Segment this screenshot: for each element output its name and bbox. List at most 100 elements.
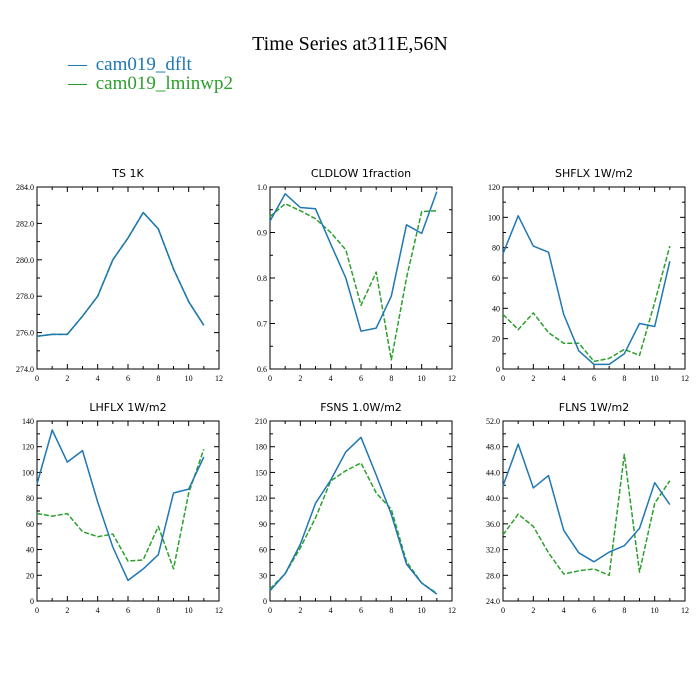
panel-title-shflx: SHFLX 1W/m2 [555,167,633,180]
y-tick-label-flns: 24.0 [486,597,500,606]
series-line-lminwp2-cldlow [269,203,437,361]
y-tick-label-cldlow: 0.7 [257,320,267,329]
series-line-dflt-flns [502,443,671,563]
x-tick-label-flns: 12 [681,606,689,615]
y-tick-label-lhflx: 120 [22,443,34,452]
x-tick-label-flns: 8 [622,606,626,615]
x-tick-label-flns: 10 [651,606,659,615]
x-tick-label-cldlow: 8 [389,374,393,383]
y-tick-label-ts: 282.0 [16,219,34,228]
panel-title-fsns: FSNS 1.0W/m2 [320,401,402,414]
x-tick-label-shflx: 6 [592,374,596,383]
x-tick-label-fsns: 12 [448,606,456,615]
y-tick-label-shflx: 40 [492,304,500,313]
y-tick-label-ts: 274.0 [16,365,34,374]
y-tick-label-fsns: 30 [259,571,267,580]
x-tick-label-shflx: 0 [501,374,505,383]
y-tick-label-shflx: 80 [492,244,500,253]
x-tick-label-lhflx: 2 [65,606,69,615]
x-tick-label-cldlow: 2 [298,374,302,383]
x-tick-label-cldlow: 6 [359,374,363,383]
legend: — cam019_dflt — cam019_lminwp2 [67,54,233,94]
series-line-dflt-fsns [269,436,438,595]
x-tick-label-cldlow: 10 [418,374,426,383]
y-tick-label-lhflx: 100 [22,468,34,477]
x-tick-label-ts: 2 [65,374,69,383]
y-tick-label-flns: 52.0 [486,417,500,426]
y-tick-label-shflx: 0 [496,365,500,374]
plot-frame-cldlow [269,186,453,370]
legend-entry-dflt: — cam019_dflt [67,54,193,75]
y-tick-label-flns: 28.0 [486,571,500,580]
y-tick-label-fsns: 120 [255,494,267,503]
x-tick-label-fsns: 0 [268,606,272,615]
series-line-lminwp2-ts [36,211,205,337]
y-tick-label-flns: 40.0 [486,494,500,503]
x-tick-label-lhflx: 10 [185,606,193,615]
series-line-lminwp2-lhflx [36,449,205,570]
y-tick-label-fsns: 210 [255,417,267,426]
x-tick-label-flns: 6 [592,606,596,615]
legend-marker-dflt: — [67,54,88,75]
y-tick-label-fsns: 0 [263,597,267,606]
panel-cldlow: CLDLOW 1fraction 0 2 4 6 8 10 12 0.6 0.7 0.8 0.9 1.0 [257,167,456,383]
x-tick-label-cldlow: 12 [448,374,456,383]
series-line-lminwp2-flns [502,453,671,577]
y-tick-label-shflx: 120 [488,183,500,192]
x-tick-label-fsns: 2 [298,606,302,615]
y-tick-label-shflx: 100 [488,213,500,222]
legend-marker-lminwp2: — [67,73,88,94]
y-tick-label-fsns: 60 [259,546,267,555]
x-tick-label-shflx: 4 [562,374,566,383]
x-tick-label-ts: 0 [35,374,39,383]
y-tick-label-shflx: 60 [492,274,500,283]
y-tick-label-lhflx: 40 [26,546,34,555]
y-tick-label-lhflx: 60 [26,520,34,529]
panels: TS 1K 0 2 4 6 8 10 12 274.0 276.0 278.0 280.0 282.0 2… [16,167,689,615]
x-tick-label-shflx: 10 [651,374,659,383]
series-line-dflt-shflx [502,215,671,366]
plot-frame-fsns [269,420,453,602]
x-tick-label-lhflx: 12 [215,606,223,615]
series-line-dflt-cldlow [269,191,438,332]
y-tick-label-shflx: 20 [492,335,500,344]
y-tick-label-ts: 280.0 [16,256,34,265]
x-tick-label-ts: 8 [156,374,160,383]
x-tick-label-lhflx: 8 [156,606,160,615]
plot-frame-flns [502,420,686,602]
figure-title: Time Series at311E,56N [252,33,448,55]
y-tick-label-fsns: 180 [255,443,267,452]
x-tick-label-cldlow: 0 [268,374,272,383]
y-tick-label-lhflx: 80 [26,494,34,503]
x-tick-label-shflx: 12 [681,374,689,383]
y-tick-label-fsns: 150 [255,468,267,477]
x-tick-label-fsns: 6 [359,606,363,615]
panel-title-ts: TS 1K [111,167,144,180]
y-tick-label-cldlow: 0.6 [257,365,267,374]
x-tick-label-lhflx: 6 [126,606,130,615]
series-line-lminwp2-shflx [502,245,671,363]
plot-frame-ts [36,186,220,370]
x-tick-label-ts: 10 [185,374,193,383]
legend-entry-lminwp2: — cam019_lminwp2 [67,73,233,94]
panel-title-cldlow: CLDLOW 1fraction [311,167,411,180]
x-tick-label-fsns: 10 [418,606,426,615]
panel-ts: TS 1K 0 2 4 6 8 10 12 274.0 276.0 278.0 280.0 282.0 2… [16,167,223,383]
y-tick-label-cldlow: 0.8 [257,274,267,283]
legend-label-lminwp2: cam019_lminwp2 [96,73,233,94]
x-tick-label-flns: 2 [531,606,535,615]
panel-flns: FLNS 1W/m2 0 2 4 6 8 10 12 24.0 28.0 32.0 36.0 40.0 4… [486,401,689,615]
y-tick-label-fsns: 90 [259,520,267,529]
y-tick-label-lhflx: 20 [26,571,34,580]
series-line-dflt-ts [36,211,205,337]
y-tick-label-flns: 48.0 [486,443,500,452]
y-tick-label-cldlow: 1.0 [257,183,267,192]
x-tick-label-lhflx: 4 [96,606,100,615]
x-tick-label-cldlow: 4 [329,374,333,383]
y-tick-label-lhflx: 140 [22,417,34,426]
y-tick-label-flns: 32.0 [486,546,500,555]
panel-title-flns: FLNS 1W/m2 [559,401,629,414]
